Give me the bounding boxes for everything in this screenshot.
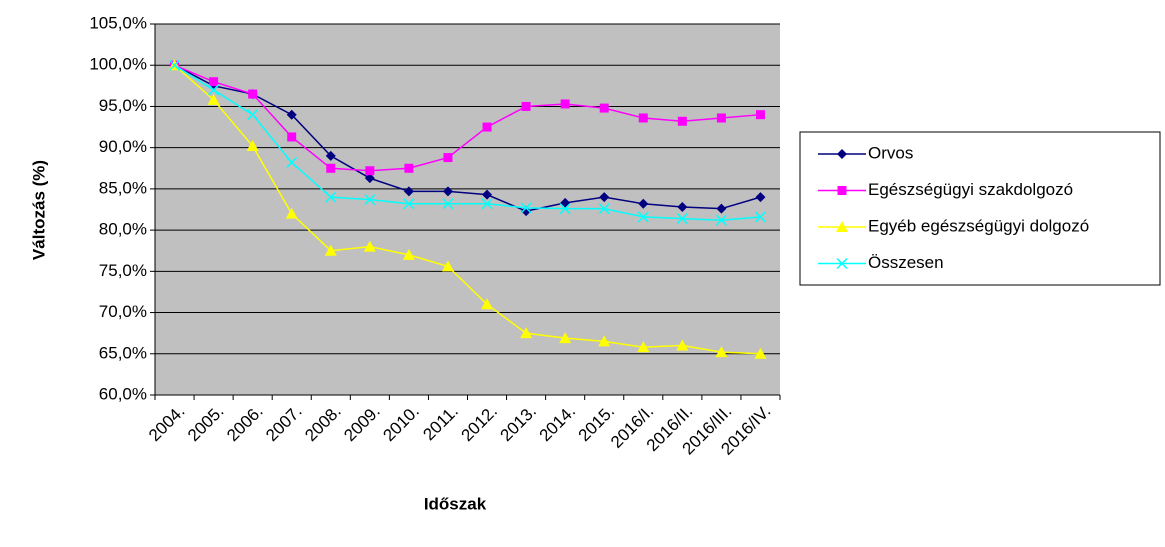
marker: [364, 194, 376, 206]
marker: [638, 198, 649, 209]
marker: [559, 203, 571, 215]
marker: [481, 198, 493, 210]
y-tick-label: 75,0%: [99, 261, 147, 280]
marker: [755, 192, 766, 203]
marker: [637, 211, 649, 223]
marker: [364, 173, 375, 184]
y-tick-label: 105,0%: [89, 13, 147, 32]
marker: [208, 84, 220, 96]
x-tick-label: 2007.: [262, 402, 306, 446]
marker: [286, 156, 298, 169]
series-line: [174, 64, 761, 355]
marker: [247, 109, 259, 121]
series-line: [174, 64, 761, 212]
x-tick-label: 2008.: [301, 402, 345, 446]
x-tick-label: 2012.: [458, 402, 502, 446]
marker: [836, 257, 848, 270]
marker: [246, 140, 259, 152]
marker: [521, 101, 531, 111]
x-tick-label: 2009.: [340, 402, 384, 446]
legend-label: Összesen: [868, 253, 944, 272]
marker: [481, 298, 494, 310]
y-tick-label: 90,0%: [99, 137, 147, 156]
marker: [716, 203, 727, 214]
y-tick-label: 70,0%: [99, 302, 147, 321]
marker: [363, 240, 376, 252]
x-tick-label: 2013.: [497, 402, 541, 446]
marker: [637, 341, 650, 353]
series-line: [174, 64, 761, 172]
marker: [716, 113, 726, 123]
marker: [676, 339, 689, 351]
legend-label: Egyéb egészségügyi dolgozó: [868, 216, 1089, 235]
marker: [286, 109, 297, 120]
plot-area: [155, 24, 780, 395]
marker: [638, 113, 648, 123]
marker: [560, 99, 570, 109]
marker: [442, 186, 453, 197]
series-line: [174, 64, 761, 221]
marker: [324, 244, 337, 256]
marker: [754, 211, 766, 223]
x-tick-label: 2005.: [184, 402, 228, 446]
marker: [598, 203, 610, 215]
marker: [837, 149, 847, 159]
marker: [326, 163, 336, 173]
marker: [599, 192, 610, 203]
y-tick-label: 80,0%: [99, 220, 147, 239]
y-tick-label: 85,0%: [99, 178, 147, 197]
marker: [325, 191, 337, 203]
marker: [442, 198, 454, 210]
legend-label: Egészségügyi szakdolgozó: [868, 180, 1073, 199]
x-tick-label: 2006.: [223, 402, 267, 446]
y-tick-label: 65,0%: [99, 343, 147, 362]
marker: [441, 260, 454, 272]
marker: [836, 221, 848, 232]
marker: [559, 332, 572, 344]
marker: [209, 77, 219, 87]
marker: [248, 89, 258, 99]
marker: [443, 153, 453, 163]
marker: [403, 198, 415, 210]
y-axis-label: Változás (%): [29, 160, 48, 260]
marker: [403, 186, 414, 197]
marker: [365, 166, 375, 176]
marker: [520, 327, 533, 339]
marker: [325, 150, 336, 161]
marker: [837, 186, 847, 195]
marker: [287, 132, 297, 142]
marker: [676, 213, 688, 225]
marker: [599, 103, 609, 113]
marker: [402, 248, 415, 260]
marker: [482, 122, 492, 132]
marker: [404, 163, 414, 173]
x-axis-label: Időszak: [424, 494, 487, 513]
marker: [169, 59, 181, 71]
x-tick-label: 2010.: [379, 402, 423, 446]
marker: [598, 335, 611, 347]
y-tick-label: 100,0%: [89, 55, 147, 74]
y-tick-label: 60,0%: [99, 384, 147, 403]
marker: [285, 207, 298, 219]
marker: [754, 347, 767, 359]
marker: [715, 214, 727, 226]
x-tick-label: 2004.: [145, 402, 189, 446]
marker: [207, 93, 220, 105]
marker: [755, 110, 765, 120]
marker: [520, 202, 532, 214]
y-tick-label: 95,0%: [99, 96, 147, 115]
marker: [677, 116, 687, 126]
marker: [677, 202, 688, 213]
x-tick-label: 2014.: [536, 402, 580, 446]
legend-box: [799, 131, 1161, 286]
marker: [715, 346, 728, 358]
marker: [482, 189, 493, 200]
legend-label: Orvos: [868, 143, 913, 162]
x-tick-label: 2011.: [419, 402, 462, 445]
